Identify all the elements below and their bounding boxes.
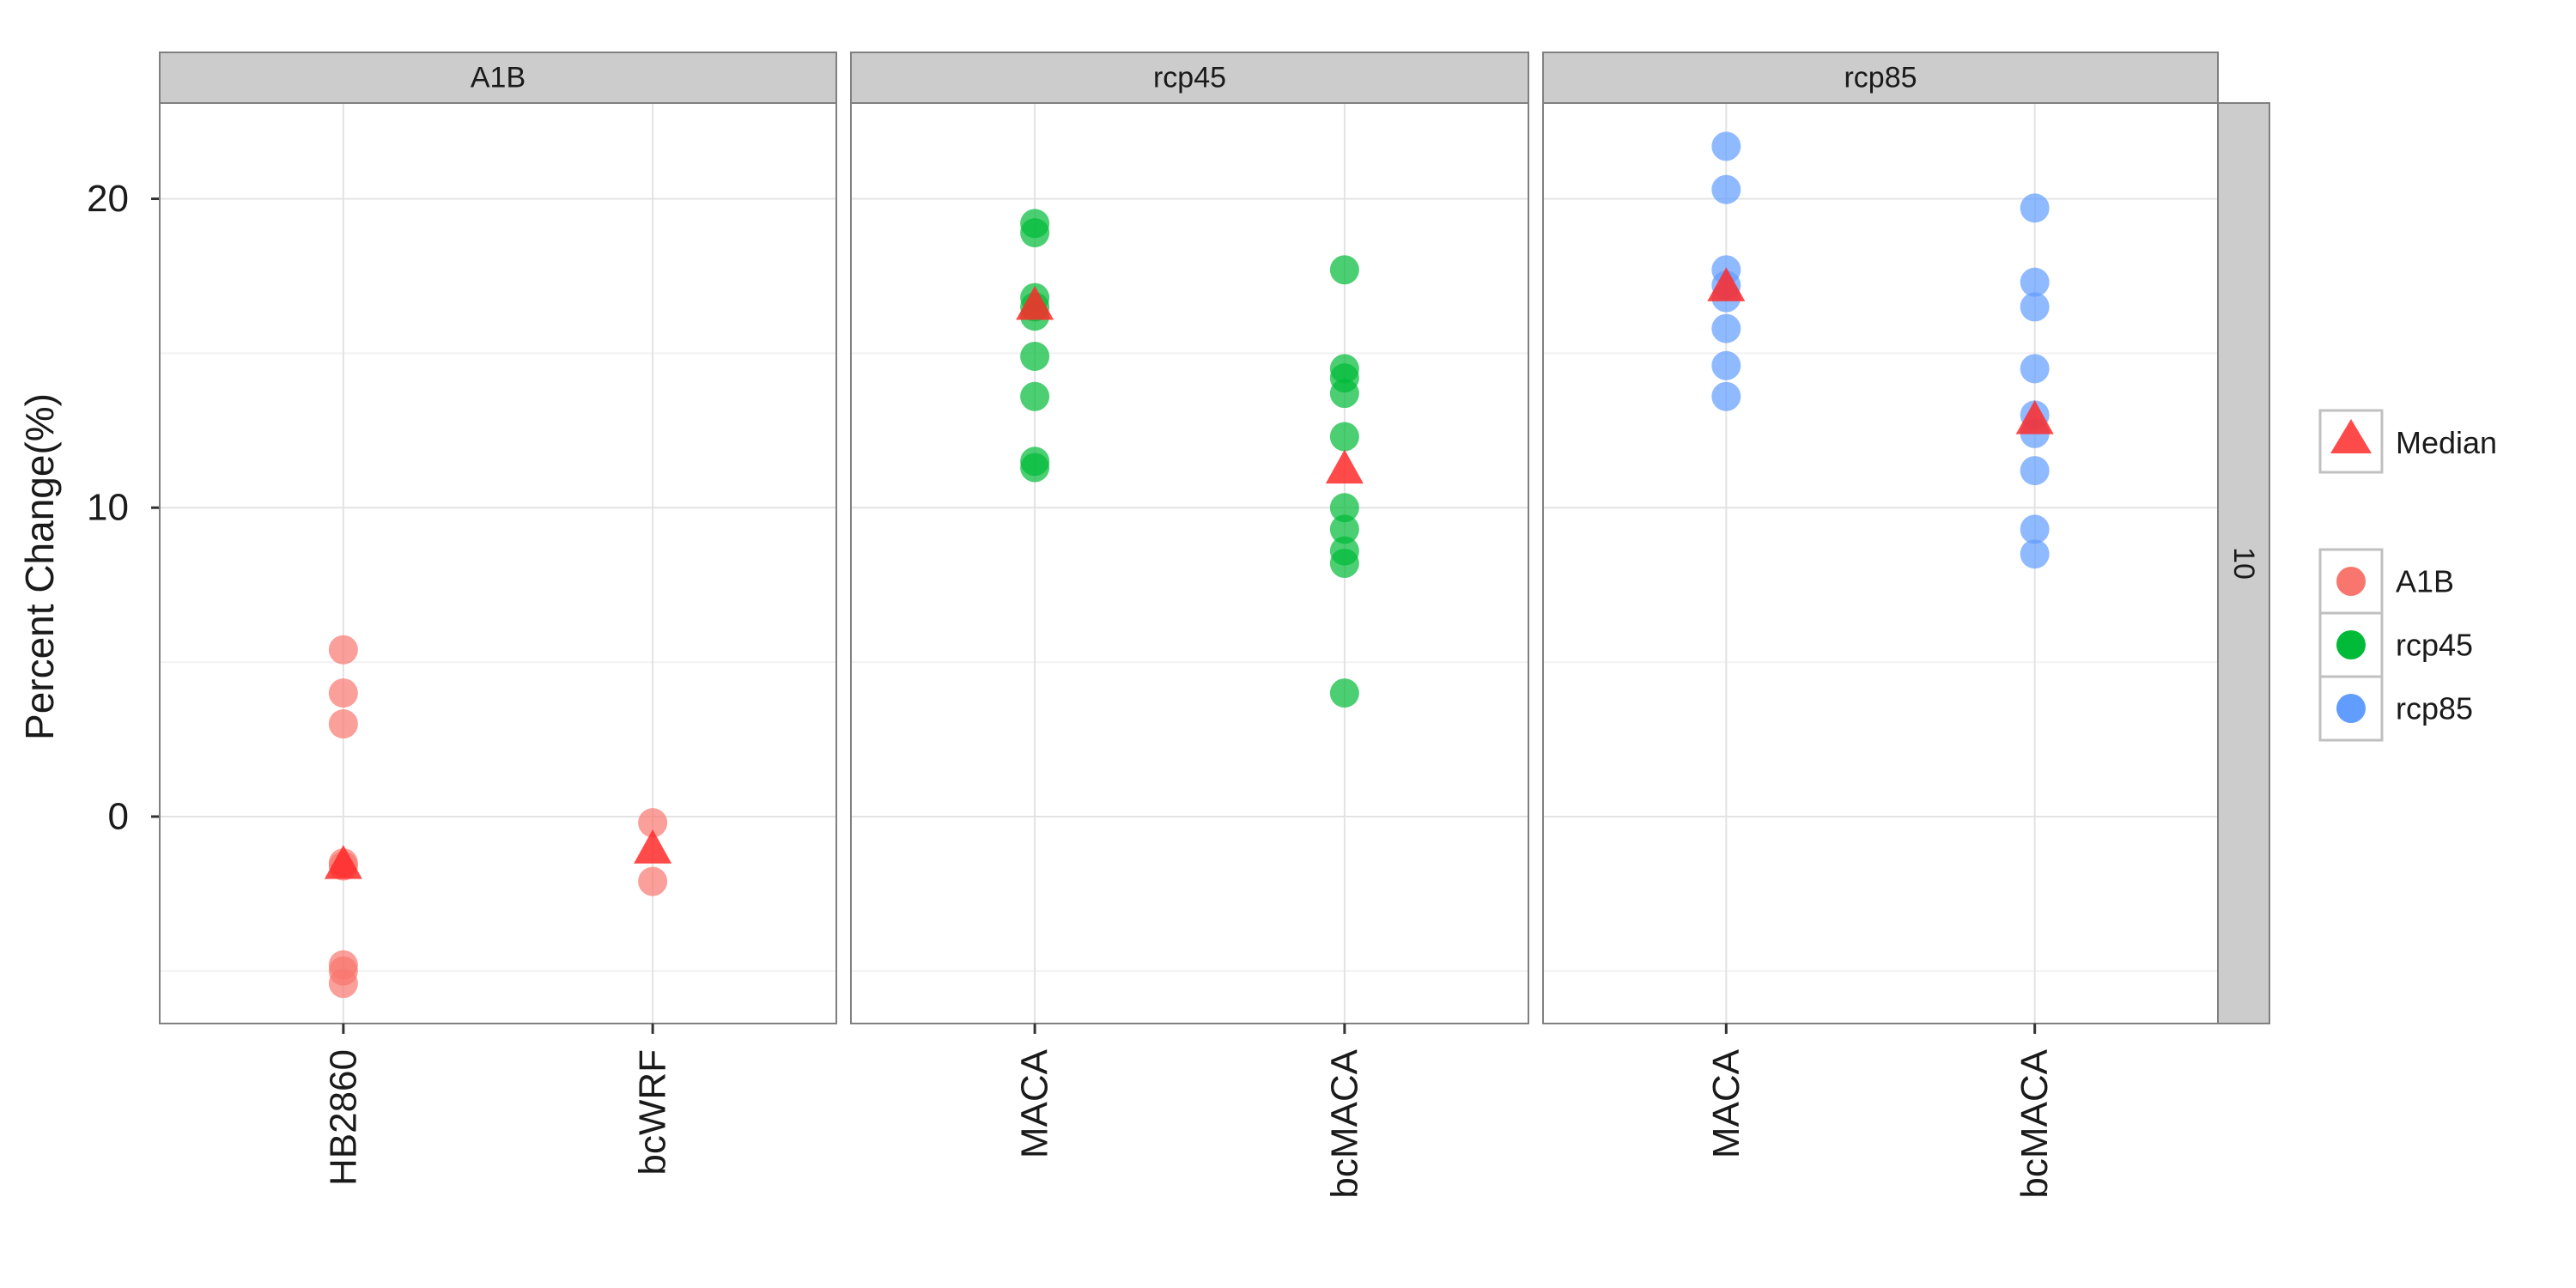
data-point (1329, 514, 1359, 544)
panel-border (850, 102, 1529, 1024)
facet-panel-rcp85: rcp85 MACA bcMACA (1542, 52, 2219, 1199)
x-tick-label: bcMACA (1323, 1048, 1365, 1198)
data-point (2020, 354, 2050, 384)
data-point (328, 678, 358, 708)
median-marker (2015, 399, 2054, 434)
data-point (328, 969, 358, 999)
data-point (1020, 381, 1050, 411)
median-marker (1016, 285, 1054, 320)
data-point (2020, 539, 2050, 569)
data-point (638, 866, 668, 896)
data-point (328, 635, 358, 665)
x-tick-label: bcMACA (2014, 1048, 2056, 1198)
median-legend-label: Median (2396, 425, 2497, 460)
y-tick-label: 20 (87, 178, 129, 220)
data-point (1329, 255, 1359, 285)
data-point (1711, 381, 1741, 411)
row-strip-label: 10 (2227, 547, 2260, 580)
panel-strip-label: A1B (471, 62, 526, 94)
series-legend: A1B rcp45 rcp85 (2318, 548, 2473, 742)
data-point (2020, 193, 2050, 223)
legend-label: A1B (2396, 564, 2454, 599)
panel-background (851, 103, 1528, 1024)
legend-dot-icon (2336, 630, 2366, 659)
facet-panels: 0 10 20 A1B HB2860 bcWRF rcp45 MACA bcMACA rcp85 M… (87, 52, 2219, 1199)
data-point (1329, 549, 1359, 578)
panel-strip (850, 52, 1529, 104)
panel-strip-label: rcp85 (1844, 62, 1917, 94)
panel-border (159, 102, 837, 1024)
data-point (328, 709, 358, 739)
data-point (638, 808, 668, 838)
legend-label: rcp85 (2396, 691, 2473, 726)
median-marker (634, 829, 672, 864)
panel-background (1543, 103, 2218, 1024)
median-legend: Median (2318, 409, 2497, 474)
panel-strip (1542, 52, 2219, 104)
data-point (1711, 350, 1741, 380)
data-point (1711, 313, 1741, 343)
data-point (1329, 493, 1359, 523)
panel-strip-label: rcp45 (1153, 62, 1226, 94)
y-tick-label: 0 (108, 795, 129, 837)
data-point (2020, 267, 2050, 297)
x-tick-label: HB2860 (322, 1049, 364, 1186)
data-point (2020, 456, 2050, 486)
y-tick-label: 10 (87, 487, 129, 529)
x-tick-label: MACA (1014, 1048, 1056, 1158)
row-strip-background (2217, 102, 2270, 1024)
data-point (1020, 341, 1050, 371)
panel-strip (159, 52, 837, 104)
x-tick-label: MACA (1705, 1048, 1747, 1158)
data-point (2020, 514, 2050, 544)
legend-dot-icon (2336, 567, 2366, 596)
data-point (1329, 678, 1359, 708)
y-axis-title: Percent Change(%) (17, 393, 62, 740)
median-marker (324, 844, 362, 879)
panel-background (160, 103, 836, 1024)
data-point (1711, 174, 1741, 204)
legend-dot-icon (2336, 694, 2366, 723)
data-point (1329, 379, 1359, 409)
legend-label: rcp45 (2396, 628, 2473, 663)
legend: Median A1B rcp45 rcp85 (2318, 409, 2497, 742)
data-point (2020, 292, 2050, 322)
median-marker (1707, 267, 1746, 301)
median-triangle-icon (2330, 419, 2372, 453)
x-tick-label: bcWRF (632, 1049, 674, 1176)
median-marker (1325, 449, 1364, 484)
facet-panel-A1B: A1B HB2860 bcWRF (159, 52, 837, 1186)
data-point (1020, 218, 1050, 248)
facet-panel-rcp45: rcp45 MACA bcMACA (850, 52, 1529, 1199)
data-point (1329, 422, 1359, 452)
data-point (1020, 453, 1050, 483)
row-strip: 10 (2217, 102, 2270, 1024)
data-point (1711, 131, 1741, 161)
